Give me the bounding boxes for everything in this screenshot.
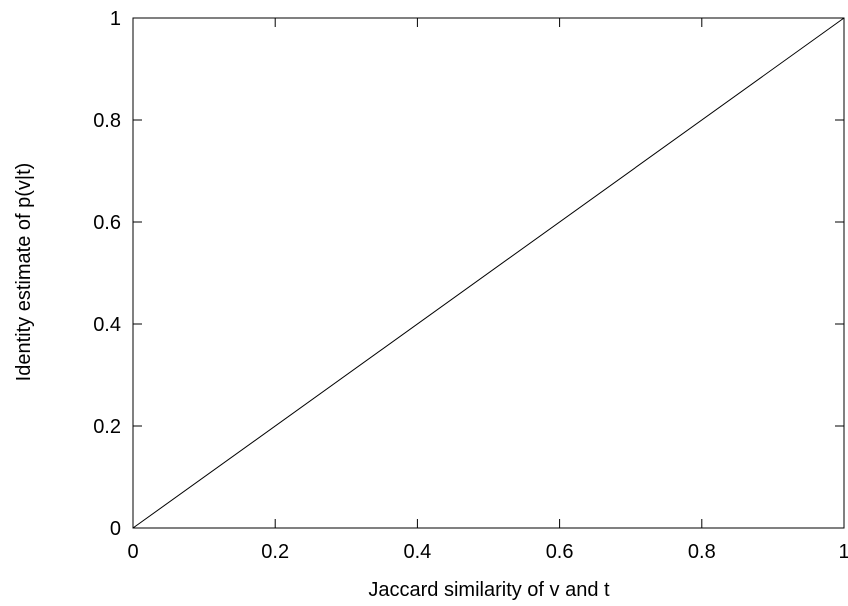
plot-frame — [132, 17, 845, 529]
y-tick-label: 0.8 — [93, 110, 121, 132]
y-tick-label: 0.6 — [93, 212, 121, 234]
x-tick-label: 0 — [127, 541, 138, 563]
plot-border — [132, 17, 845, 529]
series-line-0 — [132, 17, 845, 529]
x-axis-ticks: 0 0.2 0.4 0.6 0.8 1 — [127, 18, 848, 563]
x-tick-label: 0.8 — [688, 541, 716, 563]
x-tick-label: 0.4 — [403, 541, 431, 563]
x-axis-label: Jaccard similarity of v and t — [368, 579, 610, 601]
x-tick-label: 0.6 — [546, 541, 574, 563]
y-axis-ticks: 0 0.2 0.4 0.6 0.8 1 — [93, 8, 844, 540]
y-axis-label: Identity estimate of p(v|t) — [13, 163, 35, 382]
series-layer — [132, 17, 845, 529]
x-tick-label: 1 — [838, 541, 848, 563]
y-tick-label: 0.2 — [93, 416, 121, 438]
y-tick-label: 0.4 — [93, 314, 121, 336]
y-tick-label: 0 — [110, 518, 121, 540]
x-tick-label: 0.2 — [261, 541, 289, 563]
y-tick-label: 1 — [110, 8, 121, 30]
